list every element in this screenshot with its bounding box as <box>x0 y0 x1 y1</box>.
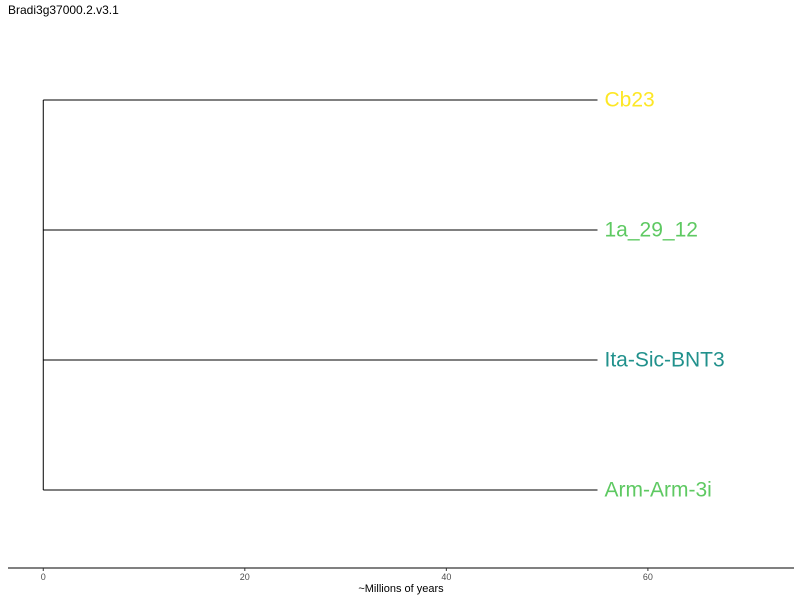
x-axis-title: ~Millions of years <box>358 583 444 595</box>
x-axis: 0 20 40 60 ~Millions of years <box>8 567 794 595</box>
tip-label: Ita-Sic-BNT3 <box>605 349 725 372</box>
tip-label: Arm-Arm-3i <box>605 479 712 502</box>
tip-label: Cb23 <box>605 89 655 112</box>
x-axis-tick-label: 40 <box>441 572 451 582</box>
tree-tip-labels: Cb23 1a_29_12 Ita-Sic-BNT3 Arm-Arm-3i <box>605 89 725 502</box>
x-axis-tick-label: 0 <box>41 572 46 582</box>
x-axis-tick-label: 20 <box>240 572 250 582</box>
x-axis-tick-label: 60 <box>643 572 653 582</box>
tree-branches <box>42 99 598 491</box>
tip-label: 1a_29_12 <box>605 219 698 242</box>
x-axis-ticks: 0 20 40 60 <box>41 568 653 582</box>
page-title: Bradi3g37000.2.v3.1 <box>8 3 119 17</box>
